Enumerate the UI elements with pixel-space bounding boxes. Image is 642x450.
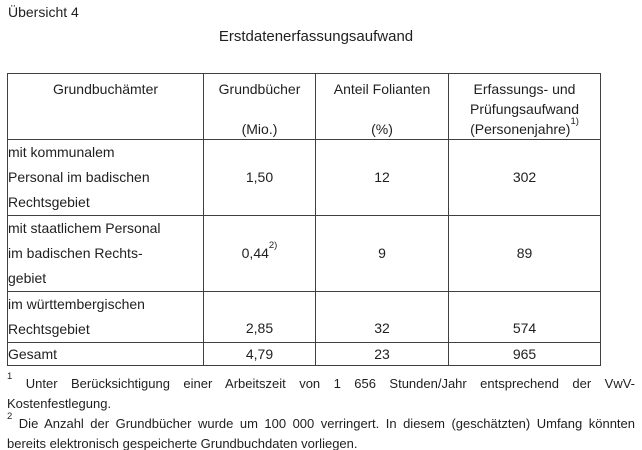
row-label: im württembergischen Rechtsgebiet: [7, 291, 204, 343]
overview-label: Übersicht 4: [8, 4, 79, 20]
header-unit: (%): [371, 121, 393, 137]
footnote-2-marker: 2: [7, 410, 13, 422]
cell-aufwand: 89: [448, 215, 601, 292]
header-title: Anteil Folianten: [333, 81, 431, 97]
footnotes: 1 Unter Berücksichtigung einer Arbeitsze…: [7, 370, 635, 450]
table-row: mit staatlichem Personal im badischen Re…: [7, 215, 601, 292]
footnote-1-marker: 1: [7, 370, 13, 382]
table-header-row: Grundbuchämter Grundbücher (Mio.) Anteil…: [7, 73, 601, 140]
footnote-ref-1: 1): [570, 116, 579, 128]
cell-aufwand: 965: [448, 342, 601, 366]
header-anteil-folianten: Anteil Folianten (%): [315, 73, 449, 140]
table-row: mit kommunalem Personal im badischen Rec…: [7, 139, 601, 216]
cell-aufwand: 302: [448, 139, 601, 216]
row-label: mit kommunalem Personal im badischen Rec…: [7, 139, 204, 216]
header-spacer: [316, 99, 448, 119]
footnote-2-line-2: bereits elektronisch gespeicherte Grundb…: [7, 436, 358, 450]
page-title: Erstdatenerfassungsaufwand: [218, 28, 414, 45]
cell-anteil-folianten: 9: [315, 215, 449, 292]
footnote-1-line-1: 1 Unter Berücksichtigung einer Arbeitsze…: [7, 370, 635, 391]
header-unit: (Mio.): [241, 121, 278, 137]
table-row: im württembergischen Rechtsgebiet 2,85 3…: [7, 291, 601, 343]
cell-anteil-folianten: 12: [315, 139, 449, 216]
cell-aufwand: 574: [448, 291, 601, 343]
footnote-1-line-2: Kostenfestlegung.: [7, 396, 112, 411]
header-spacer: [204, 99, 315, 119]
erstdaten-table: Grundbuchämter Grundbücher (Mio.) Anteil…: [7, 73, 601, 366]
header-grundbuchaemter: Grundbuchämter: [7, 73, 204, 140]
header-title: Grundbuchämter: [52, 81, 159, 97]
footnote-ref-2: 2): [268, 240, 278, 252]
header-title: Grundbücher: [218, 81, 301, 97]
cell-grundbuecher: 4,79: [203, 342, 316, 366]
header-line: (Personenjahre)1): [470, 116, 579, 137]
row-label: mit staatlichem Personal im badischen Re…: [7, 215, 204, 292]
cell-anteil-folianten: 32: [315, 291, 449, 343]
table-row-total: Gesamt 4,79 23 965: [7, 342, 601, 366]
footnote-2-line-1: 2 Die Anzahl der Grundbücher wurde um 10…: [7, 410, 635, 431]
cell-grundbuecher: 2,85: [203, 291, 316, 343]
header-erfassungsaufwand: Erfassungs- und Prüfungsaufwand (Persone…: [448, 73, 601, 140]
header-grundbuecher: Grundbücher (Mio.): [203, 73, 316, 140]
header-line: Erfassungs- und: [473, 81, 576, 97]
cell-grundbuecher: 0,442): [203, 215, 316, 292]
cell-anteil-folianten: 23: [315, 342, 449, 366]
header-line: Prüfungsaufwand: [470, 101, 579, 117]
cell-grundbuecher: 1,50: [203, 139, 316, 216]
row-label-total: Gesamt: [7, 342, 204, 366]
